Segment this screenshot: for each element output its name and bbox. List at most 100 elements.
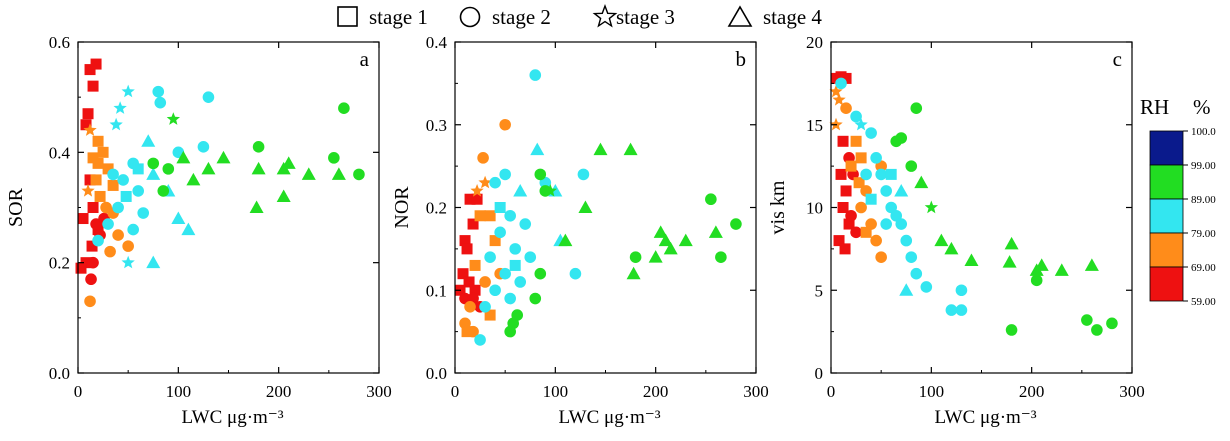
data-point-circle xyxy=(945,304,958,316)
data-point-circle xyxy=(539,185,552,197)
data-point-triangle xyxy=(1084,258,1099,271)
data-point-triangle xyxy=(708,225,723,238)
legend-item-stage-4: stage 4 xyxy=(727,5,822,29)
data-point-star xyxy=(924,200,938,214)
data-point-circle xyxy=(835,77,847,90)
y-tick-label: 0.2 xyxy=(426,199,447,218)
data-point-star xyxy=(113,101,127,114)
data-point-square xyxy=(837,135,849,147)
data-point-circle xyxy=(900,234,913,247)
data-point-circle xyxy=(870,152,882,164)
markers xyxy=(829,71,1118,336)
data-point-square xyxy=(457,268,469,280)
legend-label: stage 1 xyxy=(369,5,428,29)
x-tick-label: 300 xyxy=(1119,382,1145,401)
data-point-square xyxy=(84,64,96,76)
data-point-triangle xyxy=(281,156,296,169)
x-axis-label: LWC μg·m⁻³ xyxy=(558,407,660,428)
data-point-circle xyxy=(1091,324,1103,336)
data-point-circle xyxy=(252,141,265,153)
data-point-circle xyxy=(504,292,516,305)
data-point-triangle xyxy=(1004,236,1019,250)
data-point-circle xyxy=(905,251,918,263)
data-point-circle xyxy=(715,251,727,263)
data-point-square xyxy=(132,163,144,175)
colorbar-label: 99.00 xyxy=(1191,160,1216,172)
colorbar-label: 89.00 xyxy=(1191,194,1216,206)
data-point-circle xyxy=(920,281,933,293)
data-point-circle xyxy=(477,152,489,164)
y-tick-label: 0.0 xyxy=(426,364,447,383)
data-point-circle xyxy=(479,276,491,288)
x-tick-label: 200 xyxy=(1019,382,1045,401)
x-tick-label: 300 xyxy=(366,382,392,401)
data-point-star xyxy=(854,117,868,131)
colorbar-bins xyxy=(1149,130,1184,302)
data-point-circle xyxy=(890,135,903,148)
data-point-triangle xyxy=(186,172,201,186)
data-point-triangle xyxy=(623,142,638,156)
data-point-circle xyxy=(353,168,365,181)
data-point-circle xyxy=(157,185,170,197)
data-point-square xyxy=(494,202,506,213)
data-point-square xyxy=(92,157,104,169)
data-point-square xyxy=(107,179,119,191)
data-point-circle xyxy=(509,243,521,255)
panel-letter: b xyxy=(736,47,747,71)
y-tick-label: 0.0 xyxy=(49,364,70,383)
data-point-circle xyxy=(197,141,210,153)
legend: stage 1 stage 2 stage 3 stage 4 xyxy=(337,3,822,29)
data-point-circle xyxy=(850,226,862,239)
data-point-square xyxy=(885,168,897,180)
x-tick-label: 100 xyxy=(919,382,945,401)
data-point-star xyxy=(832,92,846,106)
colorbar-label: 69.00 xyxy=(1191,262,1216,274)
data-point-circle xyxy=(514,276,527,288)
data-point-square xyxy=(484,309,496,321)
data-point-circle xyxy=(705,193,717,206)
data-point-star xyxy=(829,117,843,131)
data-point-triangle xyxy=(1054,263,1069,276)
data-point-circle xyxy=(1030,274,1043,287)
data-point-triangle xyxy=(146,255,161,269)
data-point-square xyxy=(855,152,867,164)
data-point-triangle xyxy=(663,241,678,255)
data-point-circle xyxy=(875,251,887,263)
data-point-square xyxy=(843,218,855,230)
data-point-circle xyxy=(132,185,144,197)
data-point-triangle xyxy=(658,233,673,247)
data-point-circle xyxy=(529,69,542,81)
data-point-circle xyxy=(1005,324,1018,336)
data-point-star xyxy=(109,117,123,131)
data-point-circle xyxy=(730,218,742,230)
legend-item-stage-1: stage 1 xyxy=(337,5,428,29)
data-point-circle xyxy=(127,223,139,236)
y-axis-label: SOR xyxy=(5,187,27,227)
data-point-circle xyxy=(84,295,96,308)
y-tick-label: 0.4 xyxy=(49,143,71,162)
data-point-square xyxy=(94,190,106,202)
data-point-square xyxy=(82,108,94,120)
legend-label: stage 2 xyxy=(492,5,551,29)
panel-letter: c xyxy=(1113,47,1122,71)
colorbar-label: 79.00 xyxy=(1191,228,1216,240)
data-point-circle xyxy=(955,284,968,297)
data-point-circle xyxy=(569,267,582,280)
legend-marker-square xyxy=(337,6,358,27)
data-point-circle xyxy=(162,163,175,175)
data-point-square xyxy=(97,146,109,158)
data-point-circle xyxy=(504,325,516,338)
data-point-star xyxy=(829,84,843,98)
data-point-circle xyxy=(464,301,476,313)
data-point-star xyxy=(83,123,97,136)
legend-item-stage-2: stage 2 xyxy=(459,5,551,29)
data-point-triangle xyxy=(944,241,959,255)
data-point-triangle xyxy=(331,167,346,180)
data-point-square xyxy=(92,135,104,147)
data-point-circle xyxy=(1106,317,1118,330)
data-point-circle xyxy=(955,304,968,316)
colorbar-bin xyxy=(1149,232,1184,268)
data-point-circle xyxy=(534,267,547,280)
data-point-triangle xyxy=(530,142,545,156)
